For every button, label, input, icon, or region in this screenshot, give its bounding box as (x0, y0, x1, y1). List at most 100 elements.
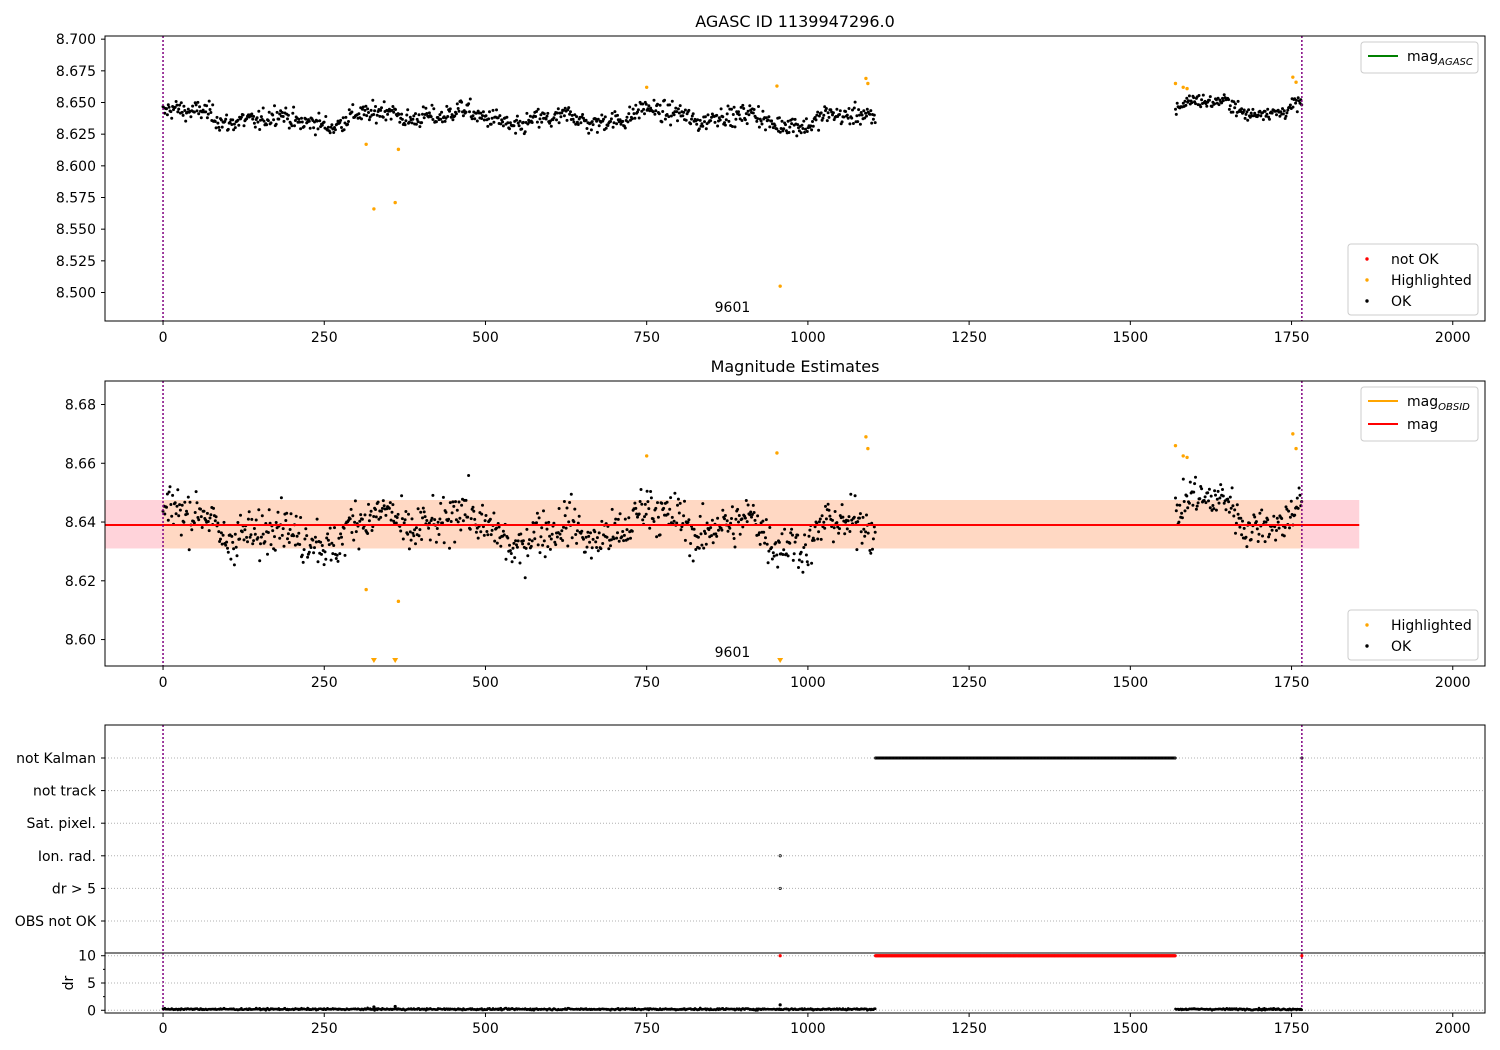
ok-point (405, 113, 409, 117)
ok-point (212, 506, 215, 510)
ok-point (497, 525, 501, 529)
ok-point (562, 114, 566, 118)
ok-point (1178, 503, 1182, 507)
ok-point (470, 117, 474, 121)
ok-point (770, 119, 774, 123)
ok-point (183, 500, 187, 504)
ok-point (838, 113, 841, 116)
ok-point (382, 100, 386, 104)
ok-point (612, 537, 616, 541)
ok-point (515, 118, 518, 122)
ok-point (619, 122, 623, 126)
ok-point (406, 532, 410, 536)
ok-point (745, 122, 749, 126)
ok-point (202, 509, 206, 513)
ok-point (333, 126, 336, 129)
ok-point (365, 114, 369, 118)
ok-point (312, 551, 316, 555)
highlighted-point (866, 446, 870, 451)
ok-point (242, 538, 246, 542)
ok-point (493, 539, 497, 543)
ok-point (458, 516, 462, 520)
ok-point (195, 109, 199, 113)
ok-point (1184, 103, 1188, 107)
ok-point (281, 115, 285, 118)
ok-point (851, 122, 855, 125)
highlighted-point (1291, 75, 1295, 79)
ok-point (256, 536, 260, 540)
ok-point (1288, 515, 1292, 519)
ok-point (289, 512, 293, 516)
ok-point (448, 107, 452, 111)
flag-point (1173, 756, 1177, 760)
ok-point (220, 125, 224, 129)
ok-point (384, 513, 388, 517)
ok-point (209, 513, 213, 517)
ok-point (1222, 501, 1226, 505)
ok-point (612, 121, 616, 125)
ok-point (637, 116, 641, 120)
ok-point (508, 543, 511, 547)
ok-point (320, 123, 324, 127)
ok-point (488, 517, 492, 521)
ok-point (813, 116, 817, 119)
ok-point (804, 117, 808, 121)
ok-point (410, 517, 414, 521)
ok-point (216, 521, 220, 525)
ok-point (342, 128, 346, 132)
ok-point (400, 112, 404, 116)
ok-point (782, 548, 786, 552)
ok-point (513, 556, 517, 560)
ok-point (1182, 500, 1186, 503)
ok-point (761, 519, 765, 523)
ok-point (421, 506, 425, 510)
ok-point (313, 535, 317, 539)
highlighted-point (778, 284, 782, 288)
ok-point (1245, 545, 1249, 549)
ok-point (185, 509, 188, 513)
ok-point (280, 111, 284, 114)
ok-point (1253, 515, 1257, 519)
ok-point (672, 519, 676, 523)
ok-point (622, 539, 626, 543)
ok-point (1185, 494, 1189, 498)
ok-point (486, 124, 490, 128)
ok-point (548, 534, 552, 538)
off-scale-marker (370, 658, 377, 663)
ok-point (771, 126, 775, 130)
ok-point (473, 517, 477, 521)
flag-label: Ion. rad. (38, 849, 96, 865)
x-tick-label: 500 (472, 330, 499, 346)
ok-point (820, 514, 824, 518)
ok-point (304, 527, 308, 531)
ok-point (233, 532, 237, 536)
ok-point (259, 115, 263, 119)
ok-point (1183, 99, 1187, 103)
ok-point (370, 529, 374, 532)
ok-point (326, 532, 330, 536)
ok-point (205, 116, 209, 120)
ok-point (263, 540, 267, 544)
ok-point (290, 124, 294, 128)
ok-point (600, 113, 604, 117)
ok-point (803, 130, 807, 134)
ok-point (229, 557, 233, 561)
ok-point (350, 531, 354, 534)
ok-point (430, 103, 434, 107)
ok-point (176, 110, 180, 114)
ok-point (315, 517, 319, 521)
ok-point (766, 561, 770, 565)
ok-point (562, 525, 565, 529)
ok-point (215, 115, 219, 119)
ok-point (424, 106, 428, 110)
ok-point (536, 107, 540, 111)
ok-point (710, 534, 713, 538)
ok-point (324, 557, 328, 561)
ok-point (870, 121, 874, 125)
ok-point (225, 540, 229, 544)
ok-point (641, 102, 645, 106)
ok-point (721, 115, 725, 119)
ok-point (1282, 534, 1286, 538)
ok-point (865, 114, 868, 118)
